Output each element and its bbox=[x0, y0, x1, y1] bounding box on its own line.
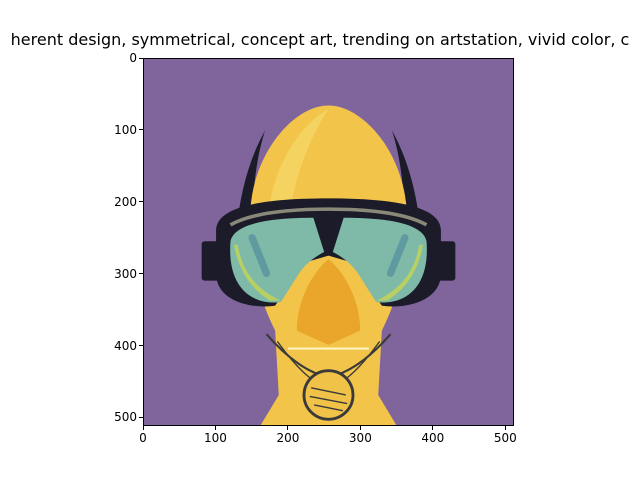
respirator-filter bbox=[302, 369, 355, 421]
artwork-image bbox=[144, 59, 513, 425]
y-tick-mark bbox=[139, 57, 143, 59]
y-tick-mark bbox=[139, 129, 143, 131]
y-tick-label: 400 bbox=[114, 338, 137, 353]
x-tick-label: 200 bbox=[276, 431, 300, 445]
y-tick-label: 500 bbox=[114, 410, 137, 425]
x-tick-mark bbox=[142, 426, 144, 430]
goggle-top-band bbox=[229, 207, 428, 227]
x-tick-mark bbox=[359, 426, 361, 430]
x-tick-mark bbox=[504, 426, 506, 430]
y-tick-label: 100 bbox=[114, 122, 137, 137]
x-tick-mark bbox=[432, 426, 434, 430]
goggle-strap-left bbox=[201, 241, 220, 281]
x-tick-mark bbox=[287, 426, 289, 430]
y-tick-mark bbox=[139, 345, 143, 346]
x-tick-label: 100 bbox=[204, 431, 227, 445]
y-tick-label: 0 bbox=[129, 51, 137, 65]
y-tick-mark bbox=[139, 416, 143, 418]
figure-title: herent design, symmetrical, concept art,… bbox=[10, 30, 630, 49]
y-tick-label: 200 bbox=[114, 194, 137, 209]
x-tick-label: 300 bbox=[348, 431, 372, 445]
y-tick-mark bbox=[139, 273, 143, 275]
nose-shadow bbox=[296, 259, 361, 345]
x-tick-label: 500 bbox=[493, 431, 517, 445]
x-tick-mark bbox=[214, 426, 216, 430]
x-tick-label: 0 bbox=[139, 431, 147, 445]
image-axes bbox=[143, 58, 514, 426]
goggle-strap-right bbox=[437, 241, 456, 281]
x-tick-label: 400 bbox=[421, 431, 445, 445]
y-tick-mark bbox=[139, 201, 143, 203]
y-tick-label: 300 bbox=[114, 266, 137, 281]
